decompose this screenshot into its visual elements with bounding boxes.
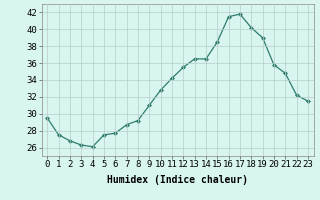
X-axis label: Humidex (Indice chaleur): Humidex (Indice chaleur) bbox=[107, 175, 248, 185]
